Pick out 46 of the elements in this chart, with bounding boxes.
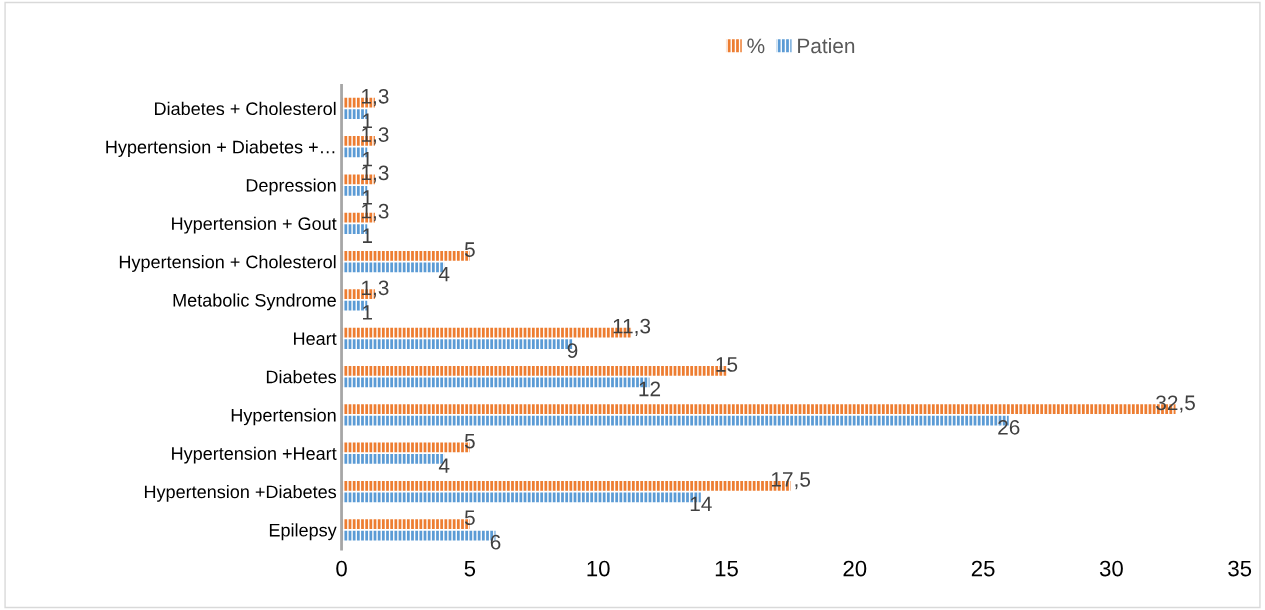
data-label: 1,3 [362, 165, 389, 183]
data-label: 1,3 [362, 88, 389, 107]
data-label: 4 [438, 458, 450, 473]
legend-label: % [747, 38, 765, 54]
data-label: 9 [567, 343, 578, 359]
y-tick-label: Hypertension +Heart [172, 446, 337, 464]
y-tick-label: Hypertension + Diabetes +… [106, 140, 335, 157]
data-label: 17,5 [771, 472, 811, 490]
y-tick-label: Depression [246, 178, 336, 196]
y-tick-label: Epilepsy [269, 523, 337, 541]
data-label: 5 [464, 510, 475, 526]
y-tick-label: Metabolic Syndrome [173, 293, 336, 311]
data-label: 26 [998, 419, 1020, 435]
y-tick-label: Diabetes + Cholesterol [155, 101, 336, 116]
x-tick-label: 15 [715, 560, 738, 577]
data-label: 32,5 [1156, 395, 1195, 413]
data-label: 11,3 [613, 318, 651, 336]
x-tick-label: 10 [587, 560, 610, 577]
y-tick-label: Hypertension [231, 408, 336, 426]
y-tick-label: Diabetes [266, 370, 337, 384]
data-label: 5 [464, 242, 475, 257]
data-label: 1 [363, 190, 372, 205]
data-label: 12 [639, 381, 661, 397]
data-label: 1 [363, 305, 372, 320]
x-tick-label: 20 [843, 560, 867, 577]
y-tick-label: Hypertension +Diabetes [144, 484, 337, 502]
data-label: 1,3 [362, 127, 389, 145]
x-tick-label: 35 [1228, 560, 1252, 577]
data-label: 15 [716, 357, 738, 372]
y-tick-label: Hypertension + Gout [172, 216, 337, 234]
data-label: 14 [690, 496, 712, 512]
x-tick-label: 0 [336, 560, 347, 577]
data-label: 4 [438, 266, 450, 282]
y-tick-label: Hypertension + Cholesterol [119, 255, 336, 272]
x-tick-label: 25 [971, 560, 995, 577]
y-tick-label: Heart [294, 332, 337, 345]
x-tick-label: 5 [464, 560, 476, 577]
x-tick-label: 30 [1099, 560, 1123, 577]
data-label: 1 [363, 151, 372, 167]
data-label: 6 [490, 534, 501, 550]
data-label: 1 [363, 113, 372, 128]
data-label: 1,3 [362, 280, 389, 298]
data-label: 1 [363, 228, 372, 243]
data-label: 1,3 [362, 203, 389, 222]
legend-label: Patien [798, 37, 855, 54]
data-label: 5 [464, 433, 475, 449]
